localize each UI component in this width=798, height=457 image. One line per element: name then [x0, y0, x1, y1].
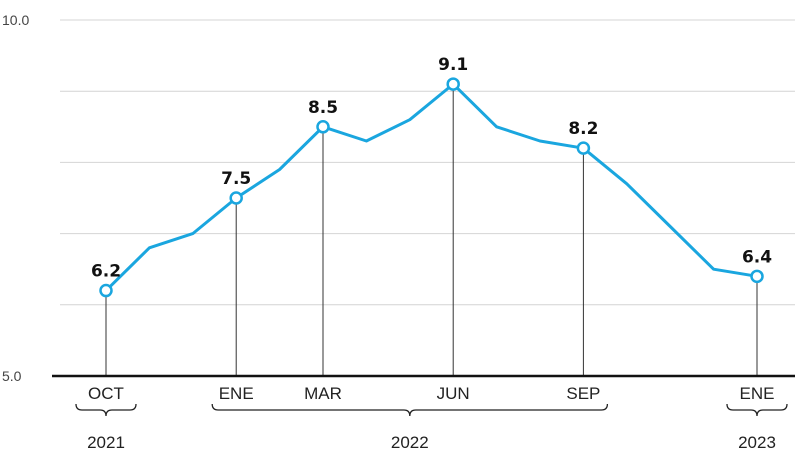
- year-label: 2023: [738, 433, 776, 452]
- y-axis-ticks: 10.0 5.0: [2, 12, 29, 384]
- drop-lines: [105, 84, 758, 376]
- year-label: 2022: [391, 433, 429, 452]
- year-bracket: [211, 403, 609, 417]
- data-point: [446, 77, 460, 91]
- series-line: [104, 82, 759, 293]
- data-label: 9.1: [438, 55, 468, 75]
- data-point: [229, 191, 243, 205]
- x-tick-label: MAR: [304, 384, 342, 403]
- x-tick-label: JUN: [437, 384, 470, 403]
- x-axis-month-labels: OCT ENE MAR JUN SEP ENE: [88, 384, 774, 403]
- y-tick-label: 5.0: [2, 368, 22, 384]
- data-point: [316, 120, 330, 134]
- x-tick-label: OCT: [88, 384, 124, 403]
- x-axis-year-brackets: 2021 2022 2023: [75, 403, 788, 452]
- x-tick-label: ENE: [740, 384, 775, 403]
- data-label: 6.2: [91, 262, 121, 282]
- x-tick-label: ENE: [219, 384, 254, 403]
- data-label: 8.5: [308, 98, 338, 118]
- data-point: [99, 283, 113, 298]
- y-tick-label: 10.0: [2, 12, 29, 28]
- year-bracket: [75, 403, 137, 417]
- highlight-points: [99, 77, 764, 298]
- data-label: 6.4: [742, 247, 772, 267]
- data-labels: 6.2 7.5 8.5 9.1 8.2 6.4: [91, 55, 772, 281]
- data-label: 7.5: [221, 169, 251, 189]
- grid-lines: [60, 19, 795, 306]
- data-point: [576, 141, 591, 155]
- data-label: 8.2: [568, 119, 598, 139]
- x-tick-label: SEP: [566, 384, 600, 403]
- year-label: 2021: [87, 433, 125, 452]
- series-layer: [104, 82, 759, 293]
- data-point: [750, 269, 764, 284]
- year-bracket: [726, 403, 788, 417]
